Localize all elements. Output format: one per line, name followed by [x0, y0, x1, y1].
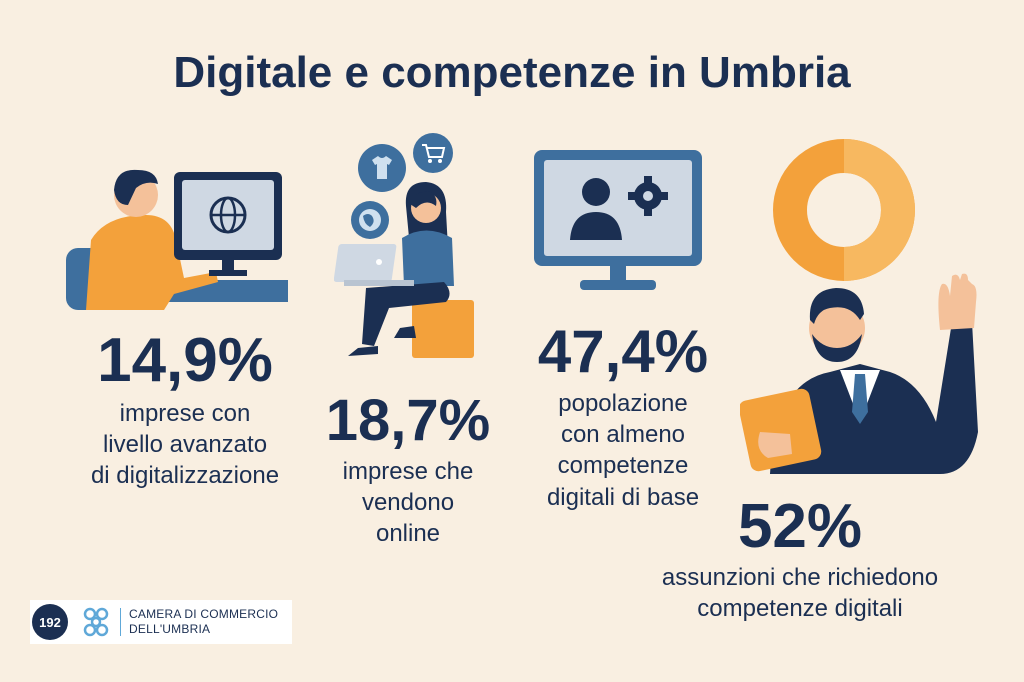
chamber-logo: 192 CAMERA DI COMMERCIO DELL'UMBRIA	[30, 600, 292, 644]
stat-line: popolazione	[558, 390, 688, 417]
stat-line: livello avanzato	[102, 431, 268, 459]
t-shirt-icon	[358, 144, 406, 192]
stat-line: di digitalizzazione	[90, 462, 280, 490]
stat-popolazione-competenze: 47,4% popolazione con almeno competenze …	[508, 322, 738, 513]
computer-user-icon	[66, 169, 288, 310]
globe-icon	[351, 201, 389, 239]
stat-line: competenze digitali	[697, 595, 903, 623]
stat-value: 52%	[737, 492, 863, 561]
chamber-name-line: DELL'UMBRIA	[129, 622, 211, 636]
stat-imprese-online: 18,7% imprese che vendono online	[308, 392, 508, 550]
stat-description: popolazione con almeno competenze digita…	[508, 388, 738, 513]
page-title: Digitale e competenze in Umbria	[173, 48, 851, 97]
stat-line: imprese che	[342, 458, 474, 485]
chamber-name-line: CAMERA DI COMMERCIO	[129, 607, 279, 621]
stat-value: 18,7%	[325, 388, 491, 453]
stat-description: imprese con livello avanzato di digitali…	[60, 398, 310, 492]
shopping-cart-icon	[413, 133, 453, 173]
badge-text: 192	[39, 615, 61, 630]
stat-description: imprese che vendono online	[308, 456, 508, 550]
stat-line: con almeno	[560, 421, 686, 449]
stat-value: 14,9%	[97, 326, 273, 395]
stat-value: 47,4%	[537, 318, 709, 385]
stat-description: assunzioni che richiedono competenze dig…	[600, 562, 1000, 624]
chamber-name: CAMERA DI COMMERCIO DELL'UMBRIA	[129, 607, 278, 637]
stat-line: vendono	[361, 489, 455, 517]
stat-line: digitali di base	[546, 483, 700, 511]
stat-line: imprese con	[119, 400, 251, 427]
stat-assunzioni: 52% assunzioni che richiedono competenze…	[600, 496, 1000, 624]
laptop-woman-icon	[334, 182, 474, 358]
stat-imprese-digitalizzazione: 14,9% imprese con livello avanzato di di…	[60, 330, 310, 492]
stat-line: online	[375, 520, 441, 548]
stat-line: assunzioni che richiedono	[661, 564, 939, 591]
monitor-user-gear-icon	[534, 150, 702, 290]
businessman-tablet-icon	[740, 273, 978, 474]
donut-chart-icon	[773, 139, 915, 281]
chamber-emblem-icon	[83, 607, 109, 637]
stat-line: competenze	[557, 452, 689, 480]
anniversary-badge-icon: 192	[32, 604, 68, 640]
logo-separator	[120, 608, 121, 636]
